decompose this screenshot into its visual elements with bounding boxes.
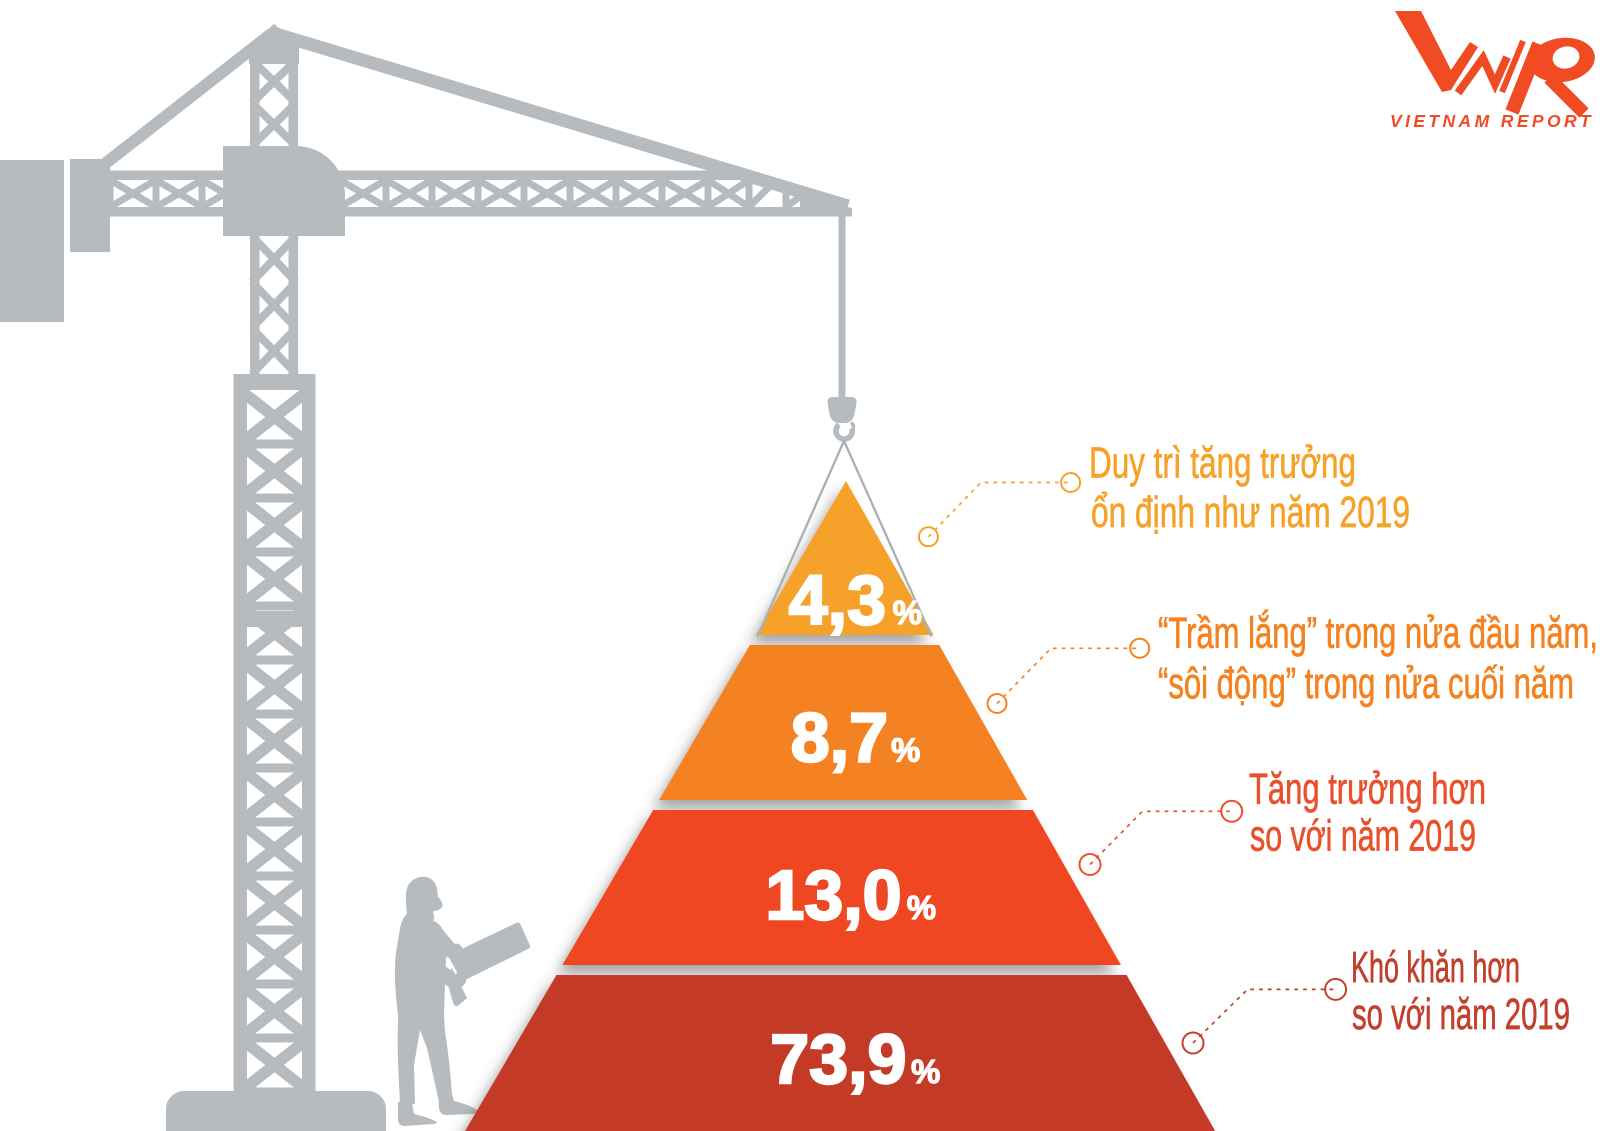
svg-text:13,0: 13,0 <box>765 856 901 934</box>
svg-text:“Trầm lắng” trong nửa đầu năm,: “Trầm lắng” trong nửa đầu năm, <box>1158 608 1598 657</box>
svg-text:ổn định như năm 2019: ổn định như năm 2019 <box>1091 488 1410 537</box>
svg-text:VIETNAM REPORT: VIETNAM REPORT <box>1390 111 1594 131</box>
svg-text:Duy trì tăng trưởng: Duy trì tăng trưởng <box>1089 439 1356 488</box>
svg-text:73,9: 73,9 <box>770 1020 906 1098</box>
svg-text:8,7: 8,7 <box>791 699 888 777</box>
svg-text:%: % <box>891 732 920 769</box>
svg-text:so với năm 2019: so với năm 2019 <box>1250 812 1476 861</box>
svg-text:“sôi động” trong nửa cuối năm: “sôi động” trong nửa cuối năm <box>1158 659 1574 708</box>
svg-text:Tăng trưởng hơn: Tăng trưởng hơn <box>1249 765 1486 814</box>
svg-text:%: % <box>907 889 936 926</box>
svg-text:4,3: 4,3 <box>789 561 886 639</box>
svg-text:so với năm 2019: so với năm 2019 <box>1352 990 1570 1039</box>
svg-text:%: % <box>893 594 922 631</box>
svg-text:%: % <box>911 1053 940 1090</box>
svg-text:Khó khăn hơn: Khó khăn hơn <box>1351 943 1520 992</box>
